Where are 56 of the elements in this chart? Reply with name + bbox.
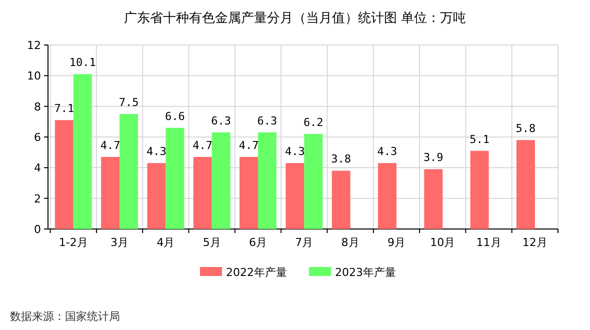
bar xyxy=(258,132,276,229)
data-label: 4.7 xyxy=(192,138,213,152)
y-tick-label: 10 xyxy=(27,70,41,83)
x-tick-label: 1-2月 xyxy=(58,236,88,249)
bar xyxy=(470,150,489,229)
y-tick-label: 0 xyxy=(34,223,41,236)
y-tick-label: 4 xyxy=(34,162,41,175)
legend-label: 2022年产量 xyxy=(226,266,287,279)
bar xyxy=(193,156,212,229)
source-note: 数据来源：国家统计局 xyxy=(10,310,120,323)
data-label: 6.6 xyxy=(164,110,185,123)
x-tick-label: 11月 xyxy=(476,236,502,249)
bar xyxy=(286,163,304,229)
data-label: 6.3 xyxy=(211,114,232,128)
y-tick-label: 6 xyxy=(34,131,41,144)
y-tick-label: 8 xyxy=(34,100,41,114)
x-tick-label: 3月 xyxy=(110,236,129,249)
y-tick-label: 2 xyxy=(34,192,41,206)
bar xyxy=(332,170,350,229)
bar xyxy=(166,128,184,229)
data-label: 3.8 xyxy=(331,152,352,166)
x-tick-label: 6月 xyxy=(249,236,267,249)
x-tick-label: 12月 xyxy=(522,236,548,249)
data-label: 4.3 xyxy=(146,145,166,158)
data-label: 4.3 xyxy=(377,145,398,158)
legend-label: 2023年产量 xyxy=(335,266,396,279)
data-label: 5.8 xyxy=(516,122,536,136)
x-tick-label: 8月 xyxy=(341,236,360,249)
bar xyxy=(304,134,323,229)
x-tick-label: 7月 xyxy=(295,236,314,249)
bar xyxy=(516,140,535,229)
y-tick-label: 12 xyxy=(27,39,41,52)
data-label: 4.3 xyxy=(284,145,305,158)
data-label: 7.5 xyxy=(118,96,139,109)
bar xyxy=(378,163,396,229)
chart-title: 广东省十种有色金属产量分月（当月值）统计图 单位：万吨 xyxy=(124,11,466,26)
bar xyxy=(101,156,120,229)
x-tick-label: 10月 xyxy=(430,236,456,249)
data-label: 3.9 xyxy=(423,151,444,164)
x-tick-label: 5月 xyxy=(202,236,221,249)
bar xyxy=(73,74,92,229)
bar xyxy=(424,169,443,229)
x-tick-label: 4月 xyxy=(156,236,175,249)
data-label: 4.7 xyxy=(238,138,259,152)
data-label: 6.2 xyxy=(303,116,324,129)
data-label: 5.1 xyxy=(470,132,490,146)
x-tick-label: 9月 xyxy=(387,236,406,249)
bar xyxy=(147,163,166,229)
bar xyxy=(240,156,258,229)
bar xyxy=(54,120,74,229)
bar xyxy=(120,114,138,229)
data-label: 6.3 xyxy=(257,114,278,128)
data-label: 10.1 xyxy=(69,56,96,70)
data-label: 4.7 xyxy=(100,138,120,152)
data-label: 7.1 xyxy=(54,102,74,116)
bar xyxy=(212,132,230,229)
